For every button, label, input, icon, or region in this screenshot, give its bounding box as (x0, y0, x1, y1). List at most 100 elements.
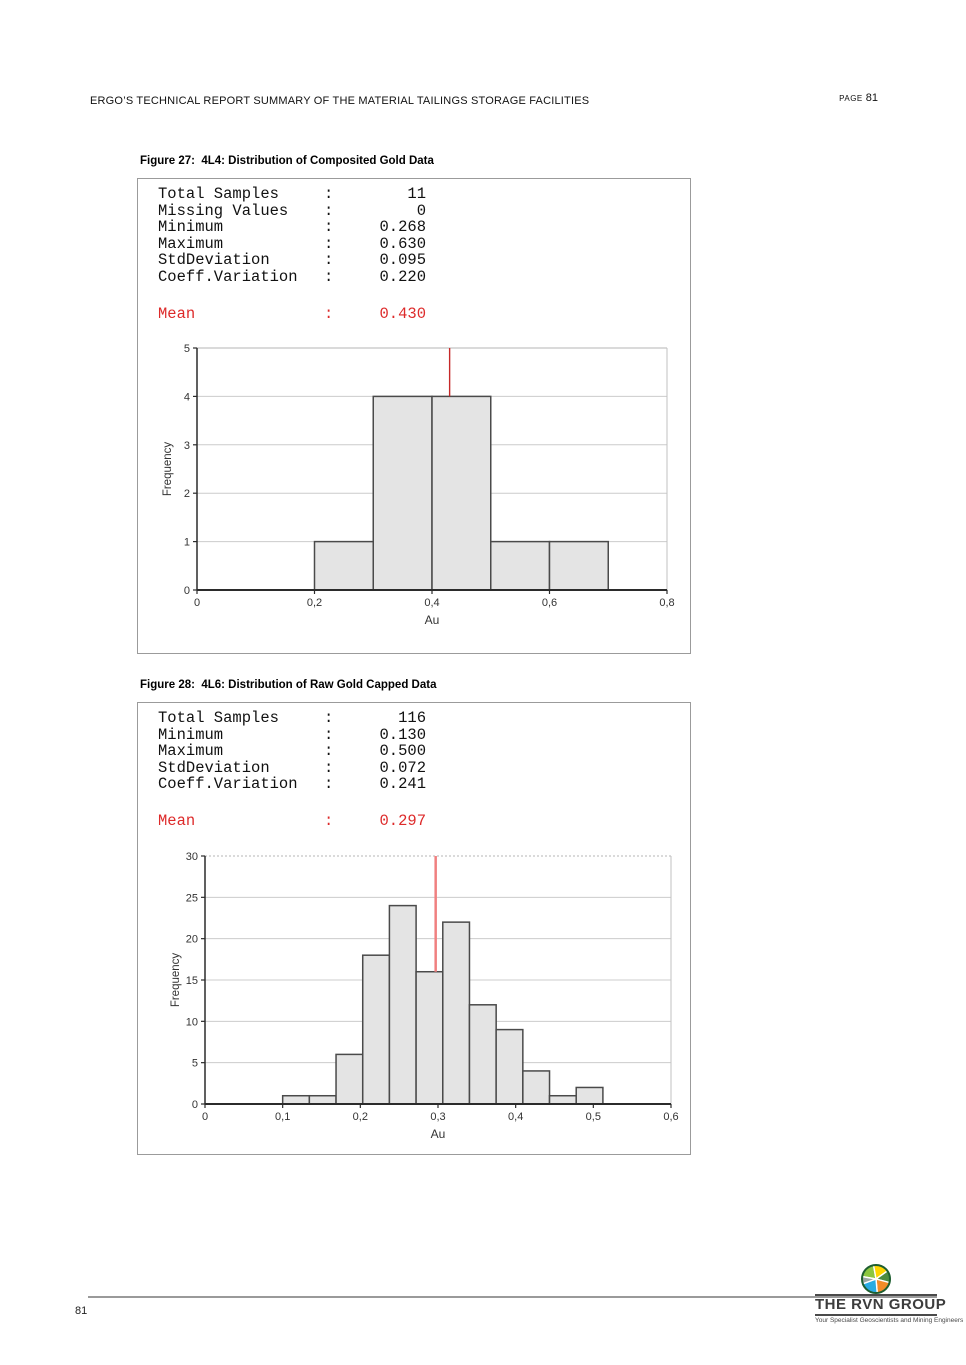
svg-text:0,4: 0,4 (508, 1111, 523, 1123)
stat-label: Minimum (158, 218, 224, 237)
stat-value: 0 (416, 201, 426, 220)
stat-row: Coeff.Variation: 0.241 (158, 776, 426, 793)
svg-text:2: 2 (184, 488, 190, 500)
stat-separator: : (324, 709, 334, 727)
stat-row: Minimum: 0.268 (158, 219, 426, 236)
stat-label: Coeff.Variation (158, 775, 298, 794)
stat-value: 0.241 (379, 775, 426, 794)
stat-label: Total Samples (158, 185, 279, 203)
stat-value: 0.268 (379, 218, 426, 237)
figure-27-box: Total Samples:11 Missing Values:0 Minimum:… (137, 178, 691, 654)
svg-text:Frequency: Frequency (170, 953, 182, 1008)
figure-28-histogram: 0 0,1 0,2 0,3 0,4 0,5 0,6 0 5 10 15 20 25 30 Au Frequen… (170, 851, 679, 1141)
stat-label: Maximum (158, 742, 224, 761)
rvn-group-logo: THE RVN GROUP Your Specialist Geoscienti… (815, 1262, 964, 1324)
histogram-bar (495, 1028, 524, 1105)
stat-row: StdDeviation: 0.095 (158, 252, 426, 269)
histogram-bar (575, 1086, 604, 1105)
stat-value: 0.630 (379, 234, 426, 253)
svg-text:25: 25 (186, 892, 198, 904)
rvn-globe-icon (861, 1264, 891, 1294)
histogram-bar (442, 921, 471, 1105)
stat-separator: : (324, 234, 334, 253)
stat-label: Maximum (158, 234, 224, 253)
stat-separator: : (324, 811, 334, 830)
stat-separator: : (324, 775, 334, 794)
stat-value: 0.297 (379, 811, 426, 830)
figure-27-stats-block: Total Samples:11 Missing Values:0 Minimum:… (158, 186, 426, 322)
histogram-bar (415, 970, 444, 1105)
page-indicator-number: 81 (865, 92, 878, 104)
stat-label: StdDeviation (158, 251, 270, 270)
histogram-bar (281, 1094, 311, 1105)
footer-divider (88, 1296, 937, 1298)
stat-row: Total Samples: 116 (158, 710, 426, 727)
histogram-bar (548, 1094, 577, 1105)
histogram-bar (522, 1070, 551, 1105)
stat-value: 0.220 (379, 267, 426, 286)
stat-value: 0.500 (379, 742, 426, 761)
svg-text:4: 4 (184, 391, 190, 403)
histogram-bar (468, 1004, 497, 1105)
svg-text:0: 0 (202, 1111, 208, 1123)
footer-page-number: 81 (75, 1305, 88, 1317)
stat-label: Total Samples (158, 709, 279, 727)
stat-value: 0.430 (379, 304, 426, 323)
svg-text:0: 0 (194, 597, 200, 609)
stat-value: 11 (407, 185, 426, 203)
svg-text:1: 1 (184, 537, 190, 549)
stat-row: Coeff.Variation: 0.220 (158, 269, 426, 286)
logo-name: THE RVN GROUP (815, 1294, 946, 1316)
svg-text:0,6: 0,6 (663, 1111, 678, 1123)
stat-value: 0.095 (379, 251, 426, 270)
svg-text:5: 5 (192, 1058, 198, 1070)
stat-row: Maximum: 0.500 (158, 743, 426, 760)
report-header-title: ERGO’S TECHNICAL REPORT SUMMARY OF THE M… (90, 95, 590, 107)
stat-row: Missing Values: 0 (158, 201, 426, 220)
histogram-bar (361, 954, 391, 1105)
histogram-bar (548, 540, 609, 591)
stat-separator: : (324, 218, 334, 237)
figure-27-histogram: 0 0,2 0,4 0,6 0,8 0 1 2 3 4 5 Au Frequency (162, 343, 675, 627)
svg-text:0: 0 (192, 1099, 198, 1111)
stat-separator: : (324, 304, 334, 323)
svg-text:Au: Au (431, 1127, 446, 1141)
stat-value: 0.072 (379, 758, 426, 777)
stat-label: Mean (158, 811, 196, 830)
svg-text:0,1: 0,1 (275, 1111, 290, 1123)
stat-label: Missing Values (158, 201, 289, 220)
logo-tagline: Your Specialist Geoscientists and Mining… (815, 1317, 964, 1324)
svg-text:Frequency: Frequency (162, 442, 174, 497)
figure-28-box: Total Samples: 116 Minimum: 0.130 Maximum: 0.… (137, 702, 691, 1155)
stat-row: Minimum: 0.130 (158, 725, 426, 744)
stat-value: 0.130 (379, 725, 426, 744)
histogram-bar (313, 540, 374, 591)
stat-row: Maximum: 0.630 (158, 236, 426, 253)
histogram-bar (490, 540, 551, 591)
stat-separator: : (324, 725, 334, 744)
stat-separator: : (324, 742, 334, 761)
stat-row: StdDeviation: 0.072 (158, 760, 426, 777)
svg-text:20: 20 (186, 934, 198, 946)
histogram-bar (308, 1094, 337, 1105)
histogram-bar (335, 1053, 364, 1105)
svg-text:0,6: 0,6 (542, 597, 557, 609)
figure-28-caption: Figure 28: 4L6: Distribution of Raw Gold… (140, 679, 437, 691)
svg-text:0,5: 0,5 (586, 1111, 601, 1123)
svg-text:30: 30 (186, 851, 198, 863)
svg-text:0,2: 0,2 (307, 597, 322, 609)
globe-outline (861, 1264, 891, 1294)
stat-label: Mean (158, 304, 196, 323)
stat-label: Coeff.Variation (158, 267, 298, 286)
histogram-bar (372, 395, 433, 591)
svg-text:0,3: 0,3 (430, 1111, 445, 1123)
svg-text:0: 0 (184, 585, 190, 597)
stat-separator: : (324, 267, 334, 286)
stat-separator: : (324, 758, 334, 777)
histogram-bar (431, 395, 492, 591)
stat-value: 116 (398, 709, 426, 727)
stat-row-mean: Mean: 0.297 (158, 813, 426, 830)
page-indicator-label: PAGE (839, 94, 863, 103)
stat-separator: : (324, 251, 334, 270)
